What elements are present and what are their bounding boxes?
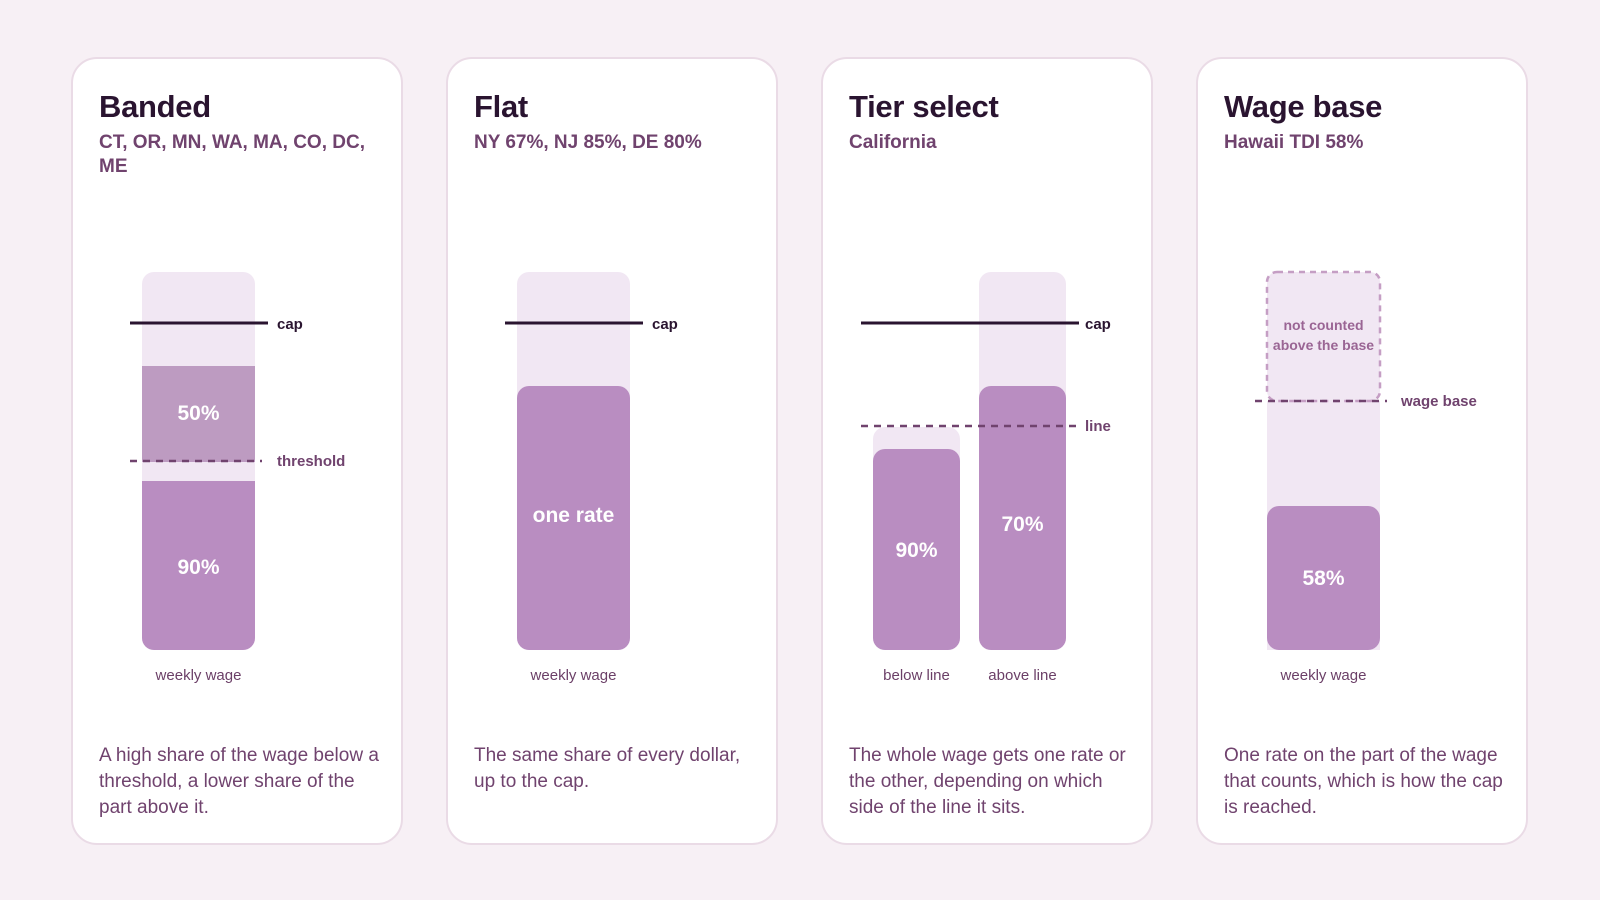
wage-base-diagram: wage base not counted above the base 58%… — [1255, 270, 1477, 684]
card-title: Banded — [99, 89, 211, 124]
not-counted-label-line-1: not counted — [1283, 317, 1363, 333]
card-subtitle: NY 67%, NJ 85%, DE 80% — [474, 132, 702, 153]
axis-label: weekly wage — [1280, 667, 1367, 684]
lower-band-segment — [142, 481, 255, 650]
lower-band-segment-top — [142, 481, 255, 501]
flat-diagram: cap one rate weekly wage — [505, 272, 678, 684]
threshold-label: threshold — [277, 453, 345, 470]
upper-rate-label: 50% — [177, 402, 219, 425]
counted-rate-label: 58% — [1302, 567, 1344, 590]
cap-label: cap — [652, 316, 678, 333]
card-tier-select: Tier select California cap line 90% 70% … — [821, 57, 1153, 845]
above-line-axis-label: above line — [988, 667, 1056, 684]
axis-label: weekly wage — [530, 667, 617, 684]
card-description: One rate on the part of the wage that co… — [1224, 745, 1503, 818]
above-line-segment — [979, 386, 1066, 650]
card-subtitle: California — [849, 132, 937, 153]
below-line-segment — [873, 449, 960, 650]
single-rate-segment — [517, 386, 630, 650]
card-title: Wage base — [1224, 89, 1383, 124]
tier-select-diagram: cap line 90% 70% below line above line — [861, 272, 1111, 684]
card-description: A high share of the wage below a thresho… — [99, 745, 379, 818]
card-title: Flat — [474, 89, 528, 124]
wage-base-label: wage base — [1400, 393, 1477, 410]
above-line-rate-label: 70% — [1001, 513, 1043, 536]
card-subtitle: CT, OR, MN, WA, MA, CO, DC, ME — [99, 132, 365, 177]
card-description: The same share of every dollar, up to th… — [474, 745, 741, 792]
card-wage-base: Wage base Hawaii TDI 58% wage base not c… — [1196, 57, 1528, 845]
banded-diagram: cap threshold 50% 90% weekly wage — [130, 272, 345, 684]
cap-label: cap — [1085, 316, 1111, 333]
lower-rate-label: 90% — [177, 556, 219, 579]
card-flat: Flat NY 67%, NJ 85%, DE 80% cap one rate… — [446, 57, 778, 845]
not-counted-label-line-2: above the base — [1273, 337, 1374, 353]
cap-label: cap — [277, 316, 303, 333]
upper-band-segment — [142, 366, 255, 462]
single-rate-label: one rate — [533, 504, 615, 527]
tier-line-label: line — [1085, 418, 1111, 435]
card-title: Tier select — [849, 89, 999, 124]
card-subtitle: Hawaii TDI 58% — [1224, 132, 1364, 153]
card-banded: Banded CT, OR, MN, WA, MA, CO, DC, ME ca… — [71, 57, 403, 845]
counted-segment — [1267, 506, 1380, 650]
axis-label: weekly wage — [155, 667, 242, 684]
below-line-rate-label: 90% — [895, 539, 937, 562]
below-line-axis-label: below line — [883, 667, 950, 684]
card-description: The whole wage gets one rate or the othe… — [849, 745, 1126, 818]
